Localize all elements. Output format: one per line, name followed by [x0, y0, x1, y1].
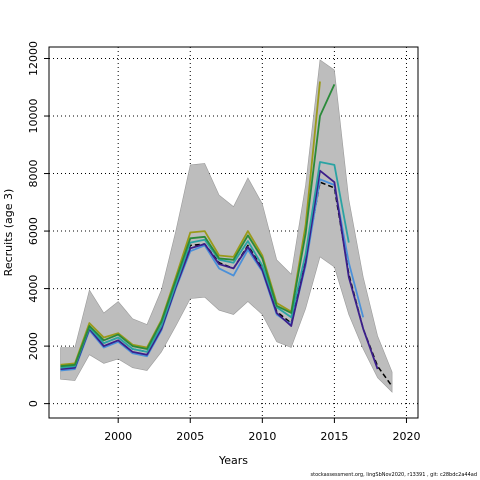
series-line-6 — [60, 84, 336, 368]
confidence-band — [60, 59, 393, 393]
y-axis-title: Recruits (age 3) — [2, 189, 15, 277]
y-tick-label: 12000 — [27, 41, 40, 76]
y-tick-label: 8000 — [27, 160, 40, 188]
y-tick-label: 6000 — [27, 217, 40, 245]
y-tick-label: 4000 — [27, 275, 40, 303]
series-line-4 — [60, 161, 350, 369]
series-lines — [60, 81, 393, 387]
x-axis: 2000 2005 2010 2015 2020 — [104, 418, 420, 443]
x-axis-title: Years — [218, 454, 248, 467]
y-axis: 0 2000 4000 6000 8000 10000 12000 — [27, 41, 49, 407]
x-tick-label: 2015 — [320, 430, 348, 443]
x-tick-label: 2005 — [176, 430, 204, 443]
y-tick-label: 0 — [27, 400, 40, 407]
x-tick-label: 2000 — [104, 430, 132, 443]
y-tick-label: 10000 — [27, 99, 40, 134]
x-tick-label: 2010 — [248, 430, 276, 443]
y-tick-label: 2000 — [27, 332, 40, 360]
plot-frame — [48, 46, 419, 419]
x-tick-label: 2020 — [392, 430, 420, 443]
band-area — [60, 59, 393, 393]
series-line-3 — [60, 169, 379, 370]
footer-credit: stockassessment.org, lingSbNov2020, r133… — [310, 472, 478, 478]
